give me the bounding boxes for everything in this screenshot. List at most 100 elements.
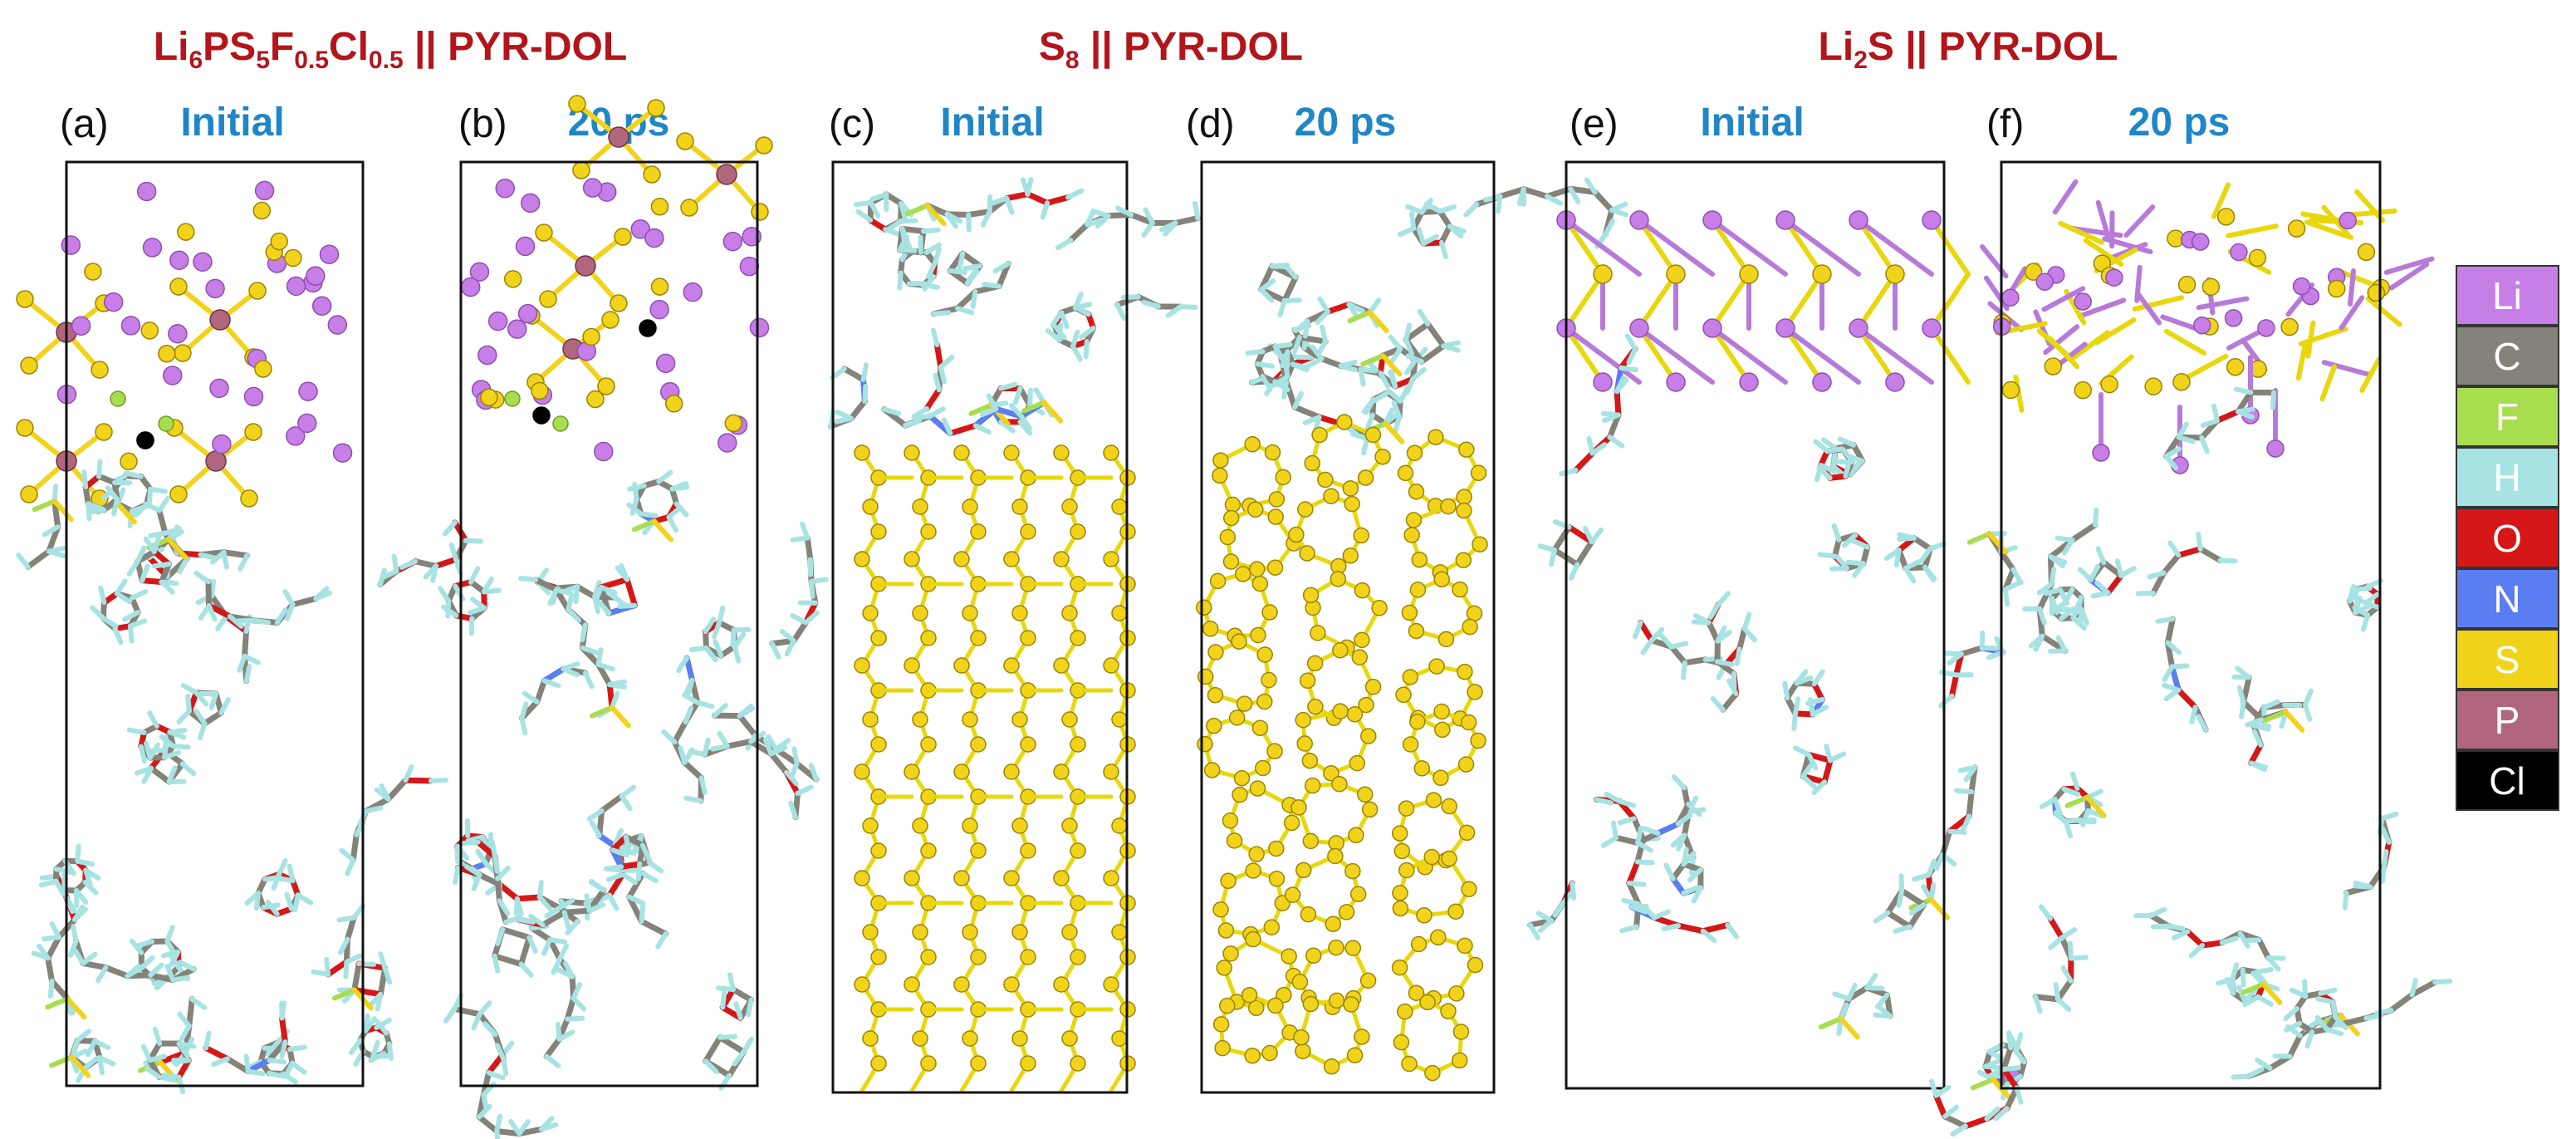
atom-s bbox=[1307, 698, 1324, 715]
atom-s bbox=[1441, 798, 1457, 815]
atom-s bbox=[1267, 508, 1284, 525]
atom-li bbox=[1812, 372, 1832, 392]
atom-li bbox=[593, 441, 614, 462]
h-bond bbox=[114, 591, 132, 605]
atom-s bbox=[1111, 924, 1128, 940]
atom-s bbox=[643, 165, 661, 184]
s-bond bbox=[1367, 309, 1389, 333]
atom-s bbox=[854, 763, 870, 780]
atom-s bbox=[953, 657, 970, 674]
h-bond bbox=[869, 192, 889, 202]
bond bbox=[965, 209, 993, 218]
atom-s bbox=[2248, 248, 2267, 268]
h-bond bbox=[2330, 999, 2338, 1019]
h-bond bbox=[1040, 200, 1050, 220]
h-bond bbox=[992, 261, 1011, 274]
h-bond bbox=[629, 496, 639, 517]
h-bond bbox=[1912, 872, 1932, 882]
h-bond bbox=[646, 859, 664, 874]
atom-s bbox=[480, 388, 498, 407]
h-bond bbox=[463, 538, 483, 544]
h-bond bbox=[1589, 528, 1604, 545]
atom-s bbox=[962, 498, 978, 515]
atom-s bbox=[1441, 850, 1457, 867]
h-bond bbox=[972, 423, 992, 435]
atom-s bbox=[1267, 997, 1284, 1014]
h-bond bbox=[980, 209, 992, 228]
h-bond bbox=[1141, 299, 1161, 309]
atom-s bbox=[962, 711, 978, 728]
h-bond bbox=[2092, 507, 2099, 528]
atom-s bbox=[1413, 760, 1431, 777]
h-bond bbox=[941, 417, 953, 436]
atom-li bbox=[327, 315, 348, 335]
atom-li bbox=[1629, 210, 1649, 230]
h-bond bbox=[1841, 533, 1859, 548]
atom-s bbox=[1003, 444, 1020, 461]
bond bbox=[1325, 301, 1352, 315]
h-bond bbox=[683, 795, 703, 803]
atom-s bbox=[1222, 553, 1240, 570]
h-bond bbox=[1710, 695, 1726, 713]
panel-state-label: 20 ps bbox=[1295, 101, 1397, 145]
h-bond bbox=[140, 563, 150, 583]
atom-li bbox=[582, 178, 603, 198]
atom-s bbox=[531, 381, 549, 400]
f-bond bbox=[904, 203, 930, 217]
bond bbox=[2004, 1084, 2020, 1112]
h-bond bbox=[481, 576, 495, 595]
h-bond bbox=[492, 953, 501, 974]
h-bond bbox=[2239, 699, 2246, 719]
panel-letter: (b) bbox=[458, 102, 507, 146]
atom-li bbox=[297, 413, 317, 434]
h-bond bbox=[518, 961, 534, 978]
bond bbox=[1567, 185, 1599, 195]
h-bond bbox=[146, 486, 154, 507]
atom-s bbox=[920, 949, 937, 965]
atom-s bbox=[2177, 275, 2196, 294]
atom-s bbox=[1212, 901, 1229, 918]
h-bond bbox=[1691, 885, 1703, 904]
bond bbox=[1898, 887, 1927, 908]
h-bond bbox=[1954, 788, 1975, 795]
atom-s bbox=[1234, 566, 1251, 582]
atom-s bbox=[1342, 480, 1359, 497]
legend-label: H bbox=[2493, 456, 2520, 499]
h-bond bbox=[1845, 559, 1866, 567]
bond bbox=[1637, 326, 1678, 385]
h-bond bbox=[1405, 353, 1424, 365]
h-bond bbox=[1387, 369, 1398, 389]
h-bond bbox=[313, 586, 330, 601]
h-bond bbox=[883, 227, 902, 238]
atom-s bbox=[1276, 986, 1292, 1004]
group-title-part: F bbox=[270, 25, 294, 69]
atom-s bbox=[1428, 429, 1444, 445]
h-bond bbox=[164, 925, 175, 944]
atom-li bbox=[1775, 318, 1795, 338]
atom-s bbox=[912, 711, 928, 728]
h-bond bbox=[198, 552, 218, 561]
h-bond bbox=[790, 613, 809, 626]
atom-s bbox=[1275, 469, 1291, 486]
h-bond bbox=[443, 1006, 458, 1024]
atom-s bbox=[1231, 633, 1247, 650]
atom-f bbox=[504, 390, 521, 407]
h-bond bbox=[808, 763, 819, 783]
atom-s bbox=[1392, 900, 1409, 917]
atom-s bbox=[1251, 719, 1269, 737]
bond bbox=[2199, 940, 2226, 949]
atom-s bbox=[1452, 1024, 1470, 1040]
atom-s bbox=[1217, 922, 1235, 939]
bond bbox=[1607, 412, 1622, 440]
h-bond bbox=[544, 1053, 561, 1068]
h-bond bbox=[105, 485, 120, 503]
atom-s bbox=[1397, 1003, 1413, 1020]
h-bond bbox=[897, 247, 918, 253]
atom-li bbox=[683, 282, 703, 302]
atom-s bbox=[2001, 380, 2020, 400]
h-bond bbox=[494, 1113, 502, 1134]
bond bbox=[1670, 861, 1687, 882]
atom-s bbox=[1410, 935, 1428, 953]
atom-s bbox=[1336, 414, 1353, 430]
bond bbox=[1626, 858, 1641, 886]
